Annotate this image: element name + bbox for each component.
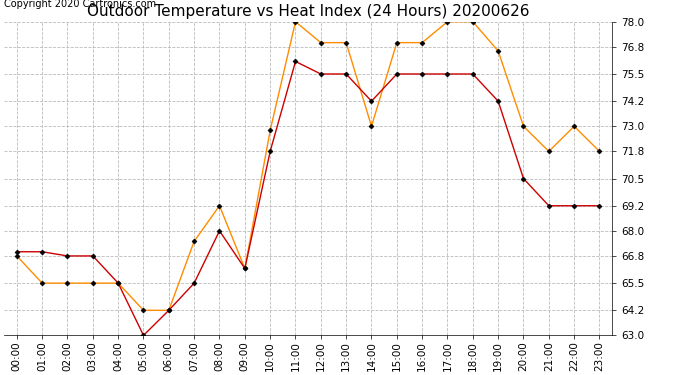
Temperature (°F) <box>38 249 46 254</box>
Heat Index (°F) <box>190 239 198 243</box>
Temperature (°F) <box>444 72 452 76</box>
Temperature (°F) <box>266 149 275 154</box>
Heat Index (°F) <box>165 308 173 312</box>
Temperature (°F) <box>494 99 502 104</box>
Temperature (°F) <box>190 281 198 285</box>
Temperature (°F) <box>63 254 72 258</box>
Heat Index (°F) <box>342 40 351 45</box>
Temperature (°F) <box>544 204 553 208</box>
Heat Index (°F) <box>241 266 249 271</box>
Heat Index (°F) <box>418 40 426 45</box>
Heat Index (°F) <box>520 124 528 129</box>
Temperature (°F) <box>595 204 604 208</box>
Heat Index (°F) <box>63 281 72 285</box>
Temperature (°F) <box>114 281 122 285</box>
Heat Index (°F) <box>544 149 553 154</box>
Heat Index (°F) <box>139 308 148 312</box>
Heat Index (°F) <box>595 149 604 154</box>
Heat Index (°F) <box>469 20 477 24</box>
Temperature (°F) <box>342 72 351 76</box>
Temperature (°F) <box>139 333 148 338</box>
Heat Index (°F) <box>393 40 401 45</box>
Heat Index (°F) <box>89 281 97 285</box>
Temperature (°F) <box>317 72 325 76</box>
Heat Index (°F) <box>570 124 578 129</box>
Temperature (°F) <box>570 204 578 208</box>
Heat Index (°F) <box>215 204 224 208</box>
Temperature (°F) <box>291 59 299 64</box>
Heat Index (°F) <box>114 281 122 285</box>
Heat Index (°F) <box>444 20 452 24</box>
Heat Index (°F) <box>317 40 325 45</box>
Temperature (°F) <box>393 72 401 76</box>
Heat Index (°F) <box>367 124 375 129</box>
Temperature (°F) <box>241 266 249 271</box>
Heat Index (°F) <box>291 20 299 24</box>
Heat Index (°F) <box>266 128 275 133</box>
Temperature (°F) <box>12 249 21 254</box>
Text: Copyright 2020 Cartronics.com: Copyright 2020 Cartronics.com <box>4 0 157 9</box>
Line: Heat Index (°F): Heat Index (°F) <box>15 20 601 312</box>
Line: Temperature (°F): Temperature (°F) <box>15 60 601 337</box>
Heat Index (°F) <box>38 281 46 285</box>
Temperature (°F) <box>418 72 426 76</box>
Temperature (°F) <box>469 72 477 76</box>
Temperature (°F) <box>165 308 173 312</box>
Temperature (°F) <box>520 176 528 181</box>
Temperature (°F) <box>367 99 375 104</box>
Title: Outdoor Temperature vs Heat Index (24 Hours) 20200626: Outdoor Temperature vs Heat Index (24 Ho… <box>87 4 529 19</box>
Temperature (°F) <box>89 254 97 258</box>
Heat Index (°F) <box>12 254 21 258</box>
Heat Index (°F) <box>494 49 502 53</box>
Temperature (°F) <box>215 229 224 233</box>
